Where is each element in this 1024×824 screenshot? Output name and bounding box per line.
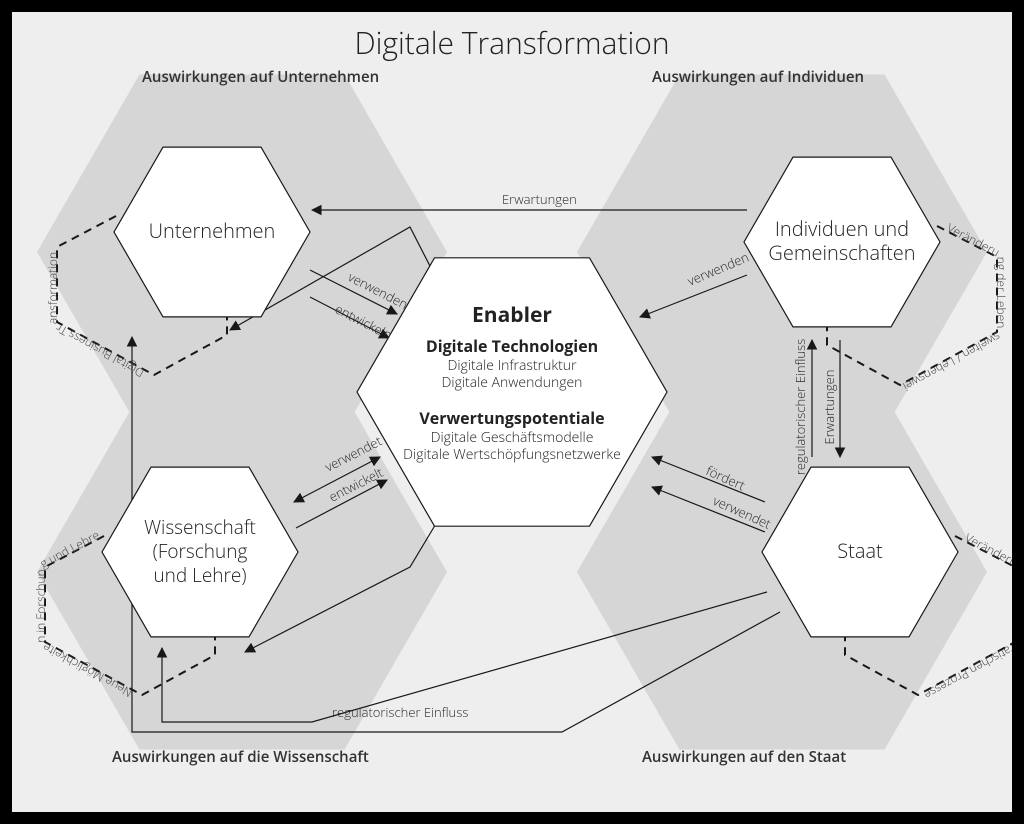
section-label-tr: Auswirkungen auf Individuen [652,67,864,87]
node-label-wissenschaft: und Lehre) [153,562,246,588]
edge-label-regul_staat_ind: regulatorischer Einfluss [791,339,809,475]
center-item: Digitale Wertschöpfungsnetzwerke [403,445,621,464]
outer-frame: Digitale Transformation Auswirkungen auf… [0,0,1024,824]
node-label-staat: Staat [837,537,883,564]
center-item: Digitale Anwendungen [442,373,583,392]
center-sub1: Digitale Technologien [426,335,598,357]
node-label-individuen: Gemeinschaften [768,239,915,266]
edge-label-erwartungen_ind_staat: Erwartungen [820,370,838,445]
center-title: Enabler [472,301,552,329]
node-label-individuen: Individuen und [775,215,909,242]
section-label-br: Auswirkungen auf den Staat [642,747,846,767]
node-label-unternehmen: Unternehmen [149,217,276,244]
center-sub2: Verwertungspotentiale [419,407,604,429]
diagram-svg: Auswirkungen auf Unternehmen Auswirkunge… [12,12,1012,812]
section-label-tl: Auswirkungen auf Unternehmen [142,67,379,87]
node-label-wissenschaft: (Forschung [153,538,248,564]
node-label-wissenschaft: Wissenschaft [144,514,256,540]
edge-label-regul_staat_wiss: regulatorischer Einfluss [332,703,468,721]
section-label-bl: Auswirkungen auf die Wissenschaft [112,747,369,767]
edge-label-erwartungen_ind_unt: Erwartungen [502,190,577,208]
diagram-canvas: Digitale Transformation Auswirkungen auf… [12,12,1012,812]
